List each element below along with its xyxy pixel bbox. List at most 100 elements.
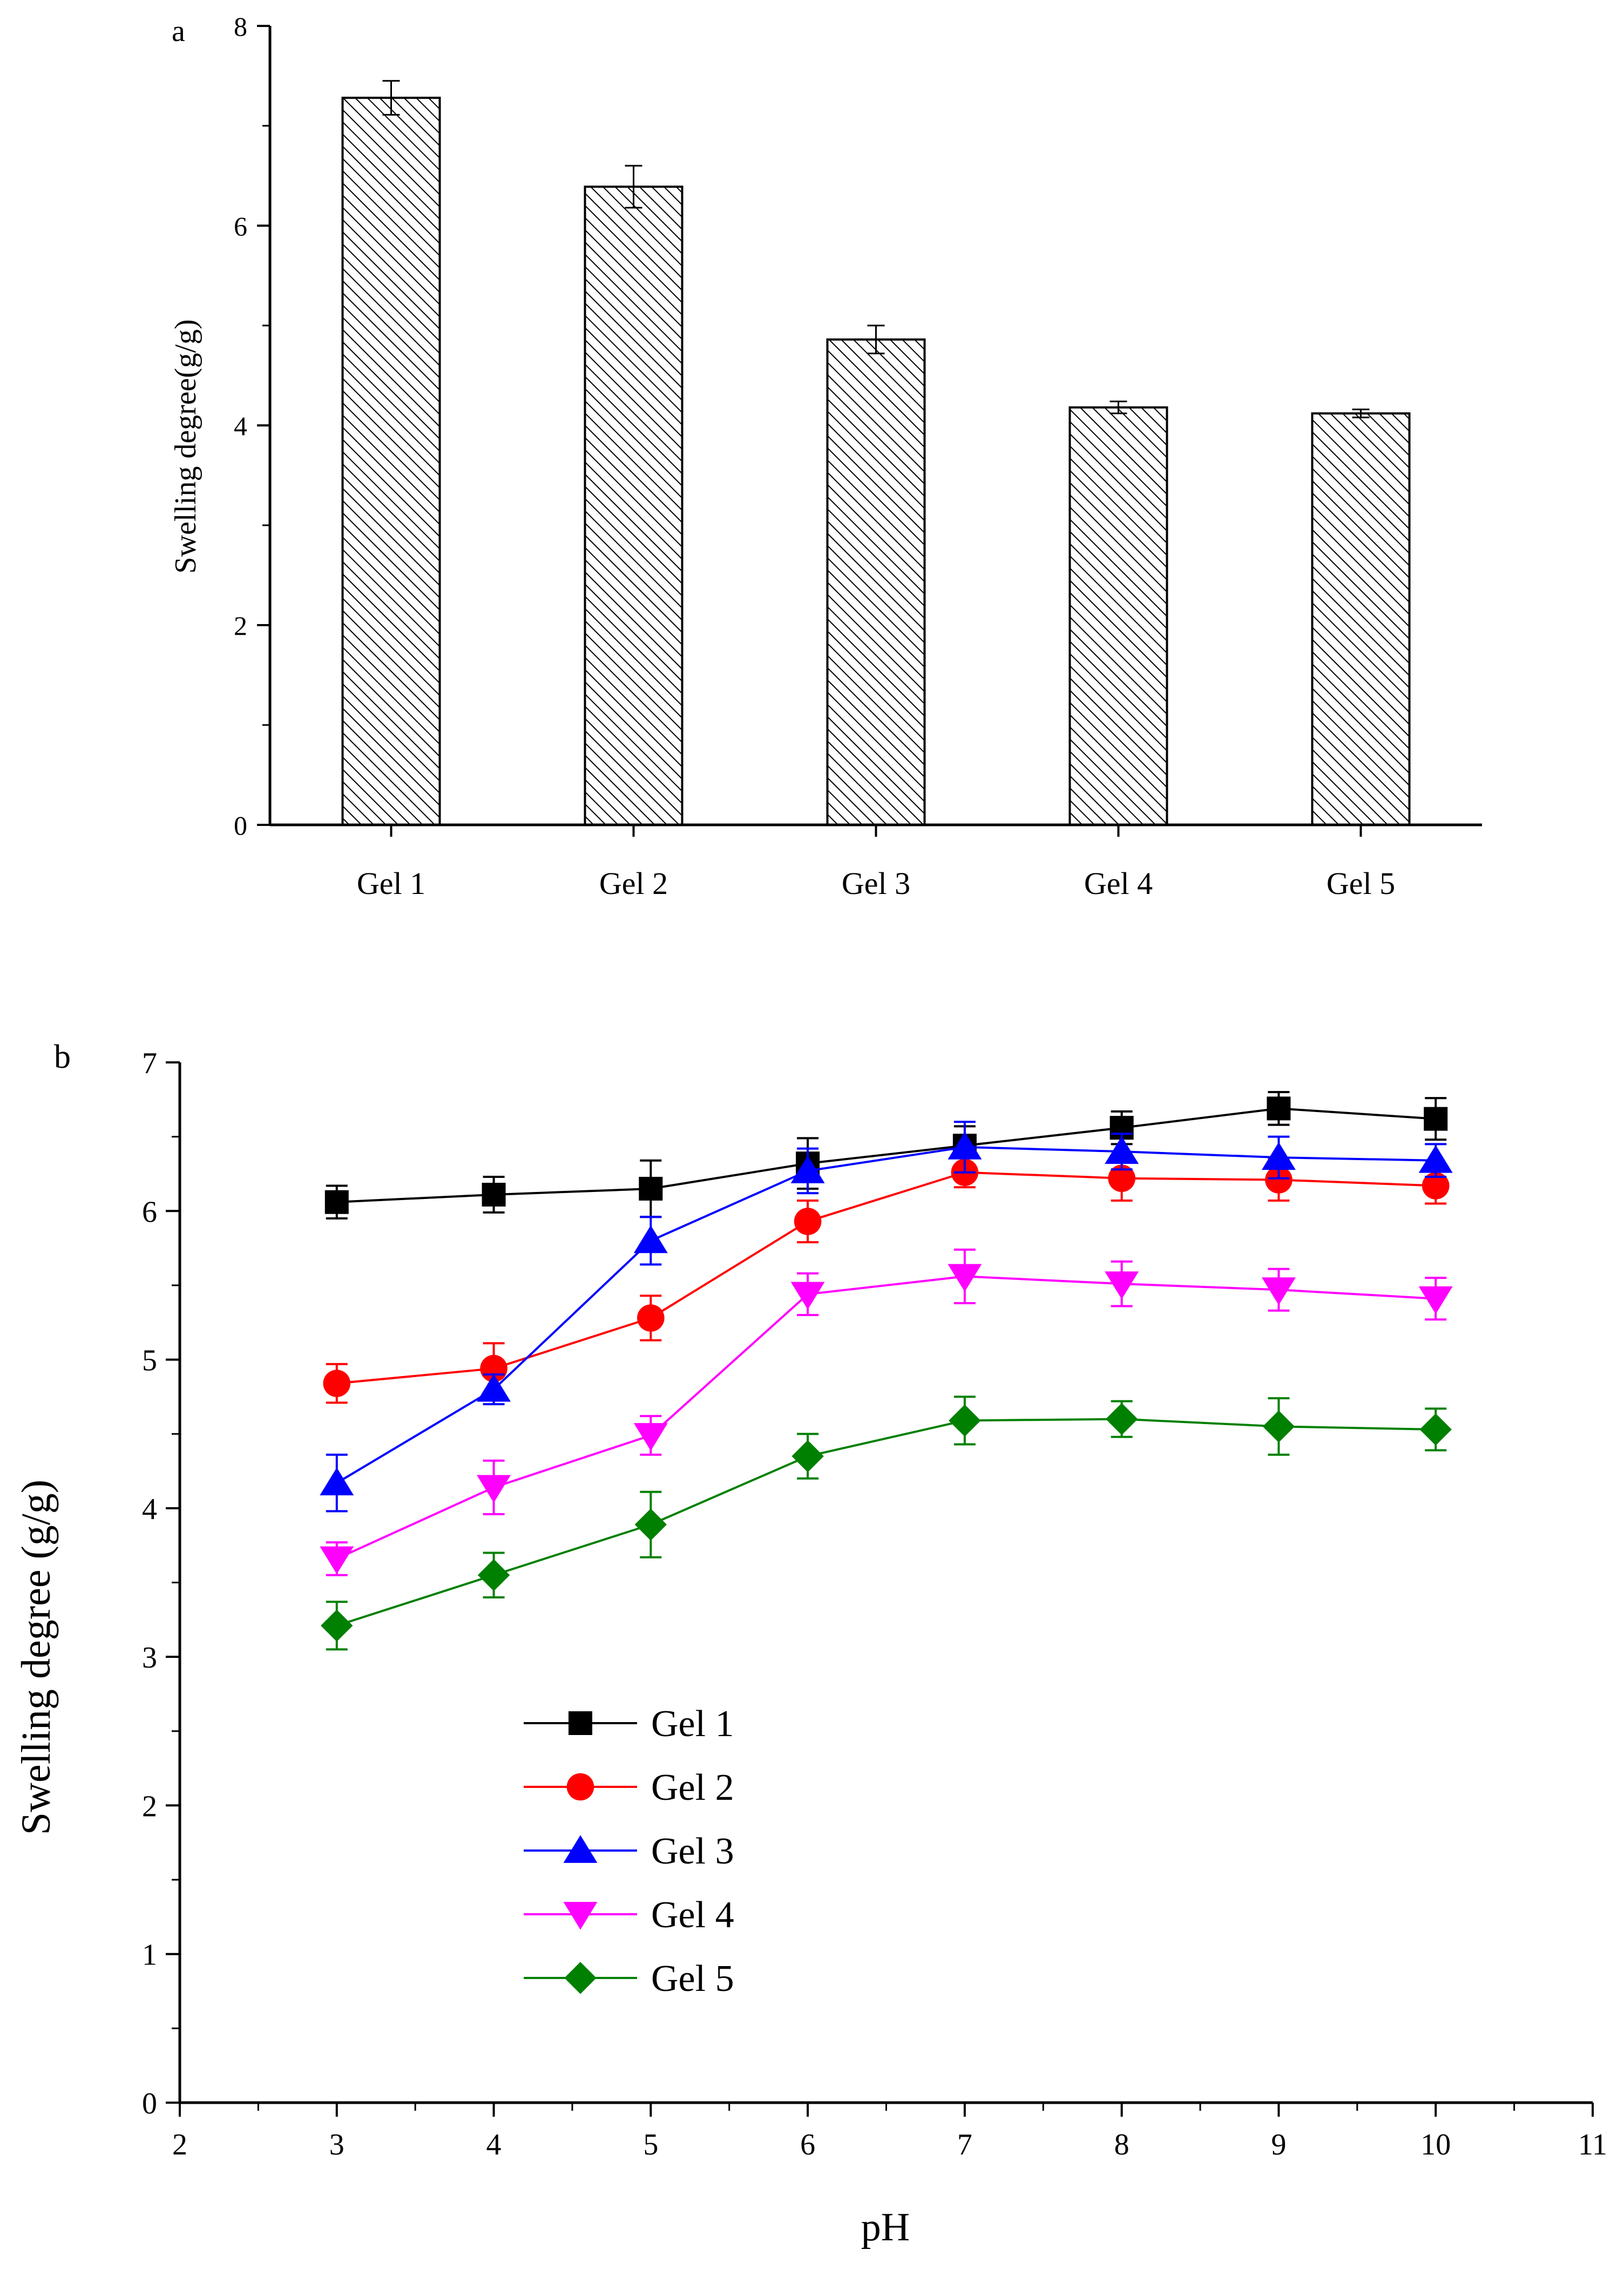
x-tick-label: 10 — [1420, 2128, 1451, 2161]
series — [320, 1121, 1453, 1513]
y-tick-label: 6 — [142, 1195, 157, 1229]
line-chart-panel: b 0 1 2 3 4 5 6 7 2 3 4 5 6 7 8 9 10 11 Swelling degree (… — [13, 1039, 1607, 2249]
data-point — [1262, 1410, 1295, 1443]
legend-item: Gel 3 — [524, 1831, 734, 1872]
series — [323, 1155, 1450, 1404]
series — [320, 1248, 1453, 1576]
data-point — [639, 1176, 663, 1201]
error-bar — [1109, 401, 1127, 415]
series-line — [336, 1171, 1436, 1385]
y-axis-label-b: Swelling degree (g/g) — [13, 1480, 59, 1835]
data-point — [794, 1208, 822, 1235]
axes-b: 0 1 2 3 4 5 6 7 2 3 4 5 6 7 8 9 10 11 — [142, 1047, 1607, 2161]
data-point — [790, 1282, 825, 1310]
y-tick-label: 8 — [234, 11, 247, 42]
bar — [826, 338, 926, 826]
bar-chart-panel: a Gel 1 Gel 2 Gel 3 Gel 4 Gel 5 0 2 4 6 8 Swellin… — [169, 11, 1482, 901]
y-tick-label: 2 — [142, 1790, 157, 1823]
legend-item: Gel 1 — [524, 1703, 734, 1745]
data-point — [477, 1475, 511, 1503]
data-point — [477, 1374, 511, 1402]
data-point — [564, 1962, 597, 1994]
data-point — [566, 1773, 594, 1801]
y-tick-label: 6 — [234, 211, 247, 241]
x-tick-label: 3 — [329, 2128, 344, 2161]
data-point — [1265, 1166, 1293, 1194]
bar — [341, 97, 441, 826]
axes-a: Gel 1 Gel 2 Gel 3 Gel 4 Gel 5 0 2 4 6 8 — [234, 11, 1482, 901]
data-point — [949, 1404, 981, 1437]
x-tick-label: Gel 4 — [1084, 866, 1153, 901]
series-group — [320, 1091, 1453, 1651]
legend-item: Gel 2 — [524, 1767, 734, 1808]
data-point — [323, 1370, 351, 1397]
data-point — [790, 1155, 825, 1183]
data-point — [482, 1183, 506, 1207]
data-point — [1105, 1271, 1139, 1299]
y-tick-label: 7 — [142, 1047, 157, 1080]
data-point — [1108, 1164, 1135, 1192]
legend: Gel 1 Gel 2 Gel 3 Gel 4 Gel 5 — [524, 1703, 734, 2000]
data-point — [1418, 1286, 1453, 1314]
x-tick-label: 6 — [800, 2128, 815, 2161]
error-bar — [1352, 408, 1370, 418]
data-point — [1418, 1145, 1453, 1173]
data-point — [1105, 1136, 1139, 1164]
data-point — [320, 1467, 354, 1495]
x-tick-label: 2 — [172, 2128, 187, 2161]
panel-label-b: b — [54, 1039, 71, 1075]
legend-item: Gel 5 — [524, 1958, 734, 2000]
x-tick-label: 11 — [1578, 2128, 1607, 2161]
error-bar — [625, 165, 642, 209]
y-tick-label: 1 — [142, 1939, 157, 1972]
bar — [1311, 412, 1411, 826]
series-line — [336, 1107, 1436, 1203]
x-tick-label: Gel 2 — [599, 866, 668, 901]
x-tick-label: Gel 3 — [842, 866, 910, 901]
bar — [584, 185, 684, 826]
y-tick-label: 0 — [234, 810, 247, 841]
x-tick-label: 9 — [1271, 2128, 1286, 2161]
x-tick-label: Gel 1 — [357, 866, 425, 901]
data-point — [1422, 1172, 1450, 1200]
legend-label: Gel 4 — [651, 1894, 734, 1936]
data-point — [634, 1508, 667, 1541]
data-point — [1261, 1142, 1296, 1170]
legend-label: Gel 2 — [651, 1767, 734, 1808]
data-point — [633, 1423, 668, 1451]
y-tick-label: 4 — [142, 1493, 157, 1526]
data-point — [791, 1440, 824, 1473]
y-tick-label: 4 — [234, 411, 247, 441]
y-tick-label: 3 — [142, 1641, 157, 1675]
y-axis-label-a: Swelling degree(g/g) — [169, 319, 202, 573]
panel-label-a: a — [172, 15, 185, 48]
x-axis-label-b: pH — [861, 2205, 910, 2249]
data-point — [633, 1225, 668, 1253]
data-point — [321, 1609, 353, 1642]
x-tick-label: 8 — [1114, 2128, 1129, 2161]
legend-label: Gel 3 — [651, 1831, 734, 1872]
legend-label: Gel 1 — [651, 1703, 734, 1745]
data-point — [477, 1559, 510, 1591]
bar-group — [341, 80, 1411, 826]
data-point — [1419, 1413, 1452, 1446]
data-point — [948, 1131, 982, 1160]
data-point — [320, 1546, 354, 1575]
data-point — [637, 1304, 665, 1332]
data-point — [1105, 1402, 1138, 1435]
error-bar — [382, 80, 400, 116]
y-tick-label: 2 — [234, 611, 247, 641]
data-point — [948, 1264, 982, 1292]
data-point — [1424, 1107, 1448, 1131]
data-point — [563, 1835, 598, 1863]
data-point — [1261, 1277, 1296, 1305]
data-point — [1267, 1096, 1291, 1121]
data-point — [563, 1902, 598, 1930]
series-line — [336, 1146, 1436, 1484]
series-line — [336, 1418, 1436, 1627]
legend-label: Gel 5 — [651, 1958, 734, 2000]
series-line — [336, 1275, 1436, 1560]
y-tick-label: 0 — [142, 2087, 157, 2120]
x-tick-label: 7 — [957, 2128, 972, 2161]
